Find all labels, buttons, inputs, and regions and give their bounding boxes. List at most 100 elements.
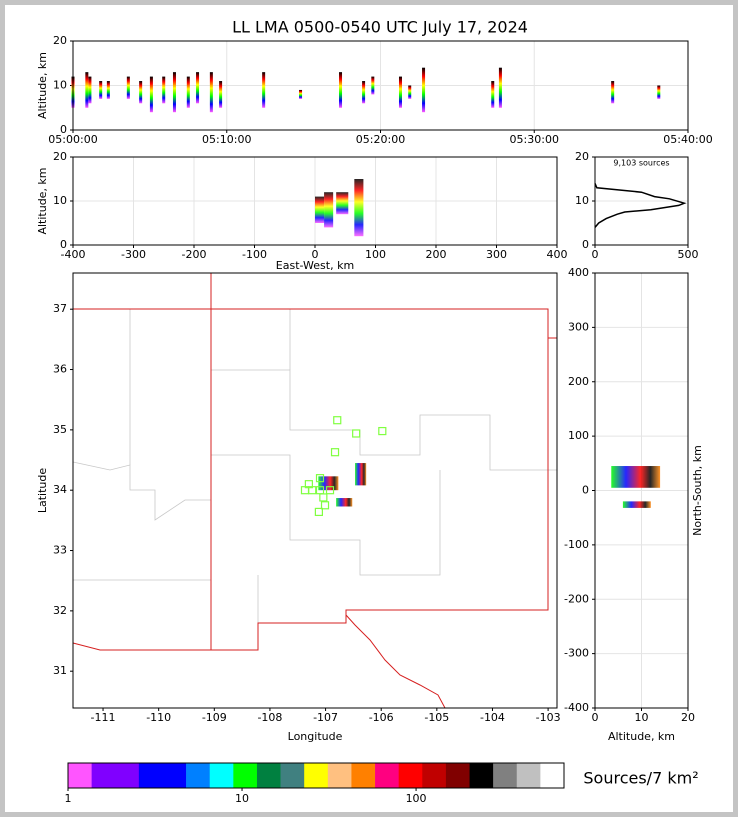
altitude-histogram — [594, 183, 687, 228]
colorbar-segment — [516, 763, 541, 788]
station — [333, 416, 342, 425]
source-burst — [491, 81, 495, 108]
source-cluster — [611, 466, 661, 488]
station — [352, 429, 361, 438]
x-tick-label: -200 — [182, 248, 207, 261]
chart-title: LL LMA 0500-0540 UTC July 17, 2024 — [232, 18, 528, 37]
plot-frame — [72, 156, 558, 246]
source-burst — [219, 81, 223, 108]
y-tick-label: 0 — [582, 238, 589, 251]
x-axis-label: Altitude, km — [608, 730, 675, 743]
x-tick-label: 0 — [312, 248, 319, 261]
plot-frame — [594, 272, 689, 709]
x-tick-label: -105 — [424, 711, 449, 724]
y-tick-label: 400 — [568, 266, 589, 279]
county-line — [72, 461, 211, 521]
station — [308, 486, 317, 495]
source-burst — [408, 85, 412, 99]
x-tick-label: 100 — [365, 248, 386, 261]
source-burst — [262, 72, 266, 108]
colorbar-segment — [162, 763, 187, 788]
y-tick-label: -200 — [564, 592, 589, 605]
colorbar-segment — [68, 763, 92, 788]
x-tick-label: 10 — [635, 711, 649, 724]
x-tick-label: 100 — [406, 792, 427, 805]
source-cluster — [318, 476, 339, 491]
x-tick-label: -110 — [146, 711, 171, 724]
x-tick-label: 05:10:00 — [202, 133, 251, 146]
colorbar-segment — [493, 763, 518, 788]
y-axis-label: Altitude, km — [36, 167, 49, 234]
source-burst — [85, 72, 89, 108]
page-background — [5, 5, 733, 812]
colorbar-segment — [540, 763, 565, 788]
x-tick-label: 0 — [592, 248, 599, 261]
source-burst — [186, 76, 190, 108]
y-tick-label: 100 — [568, 429, 589, 442]
colorbar-segment — [351, 763, 376, 788]
x-tick-label: -104 — [480, 711, 505, 724]
x-tick-label: -111 — [91, 711, 116, 724]
station — [315, 474, 325, 483]
x-tick-label: 500 — [678, 248, 699, 261]
colorbar-segment — [445, 763, 470, 788]
source-burst — [209, 72, 213, 113]
x-tick-label: 10 — [235, 792, 249, 805]
source-burst — [657, 85, 661, 99]
colorbar-segment — [304, 763, 329, 788]
x-tick-label: 300 — [486, 248, 507, 261]
colorbar-segment — [256, 763, 281, 788]
x-tick-label: 05:30:00 — [510, 133, 559, 146]
source-burst — [362, 81, 366, 104]
colorbar-segment — [186, 763, 211, 788]
x-tick-label: 05:00:00 — [48, 133, 97, 146]
colorbar-segment — [209, 763, 234, 788]
source-burst — [149, 76, 153, 113]
y-tick-label: 0 — [582, 484, 589, 497]
source-count: 9,103 sources — [613, 159, 669, 168]
station — [330, 448, 340, 457]
x-axis-label: Longitude — [288, 730, 343, 743]
source-cluster — [336, 192, 349, 215]
x-tick-label: 05:20:00 — [356, 133, 405, 146]
station — [378, 426, 387, 436]
x-tick-label: 20 — [681, 711, 695, 724]
y-tick-label: -300 — [564, 647, 589, 660]
plot-frame — [72, 40, 689, 131]
source-burst — [196, 72, 200, 104]
source-cluster — [355, 463, 367, 486]
y-tick-label: 0 — [60, 123, 67, 136]
colorbar-segment — [398, 763, 423, 788]
source-burst — [162, 76, 166, 104]
y-tick-label: 32 — [53, 604, 67, 617]
county-line — [211, 369, 557, 471]
source-burst — [126, 76, 130, 99]
colorbar-frame — [67, 762, 565, 789]
plot-frame — [594, 156, 689, 246]
y-tick-label: 34 — [53, 483, 67, 496]
source-burst — [299, 89, 303, 99]
y-tick-label: 35 — [53, 423, 67, 436]
y-tick-label: 33 — [53, 544, 67, 557]
x-tick-label: -106 — [369, 711, 394, 724]
y-tick-label: 36 — [53, 363, 67, 376]
y-tick-label: 10 — [53, 194, 67, 207]
map-borders — [72, 273, 557, 709]
x-tick-label: -300 — [121, 248, 146, 261]
x-tick-label: 0 — [592, 711, 599, 724]
y-tick-label: 37 — [53, 302, 67, 315]
source-cluster — [354, 179, 364, 237]
x-tick-label: -103 — [536, 711, 561, 724]
colorbar-segment — [138, 763, 163, 788]
colorbar-segment — [233, 763, 258, 788]
state-border — [345, 614, 446, 709]
y-axis-label: Latitude — [36, 468, 49, 514]
source-burst — [339, 72, 343, 108]
y-tick-label: 300 — [568, 320, 589, 333]
y-tick-label: 200 — [568, 375, 589, 388]
source-burst — [398, 76, 402, 108]
colorbar-segment — [469, 763, 494, 788]
source-burst — [422, 67, 426, 113]
station — [325, 486, 335, 495]
